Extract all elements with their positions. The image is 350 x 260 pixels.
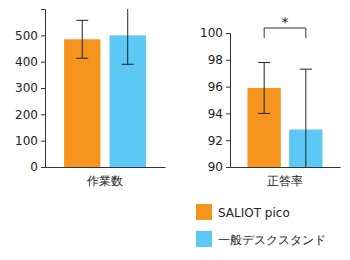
y-tick-label: 500 (15, 29, 38, 43)
y-tick: 200 (15, 108, 45, 122)
y-tick-mark (226, 87, 230, 88)
y-tick-label: 90 (208, 160, 223, 174)
y-tick: 98 (208, 53, 230, 67)
y-tick-mark (41, 114, 45, 115)
y-tick-label: 100 (15, 134, 38, 148)
y-tick-label: 98 (208, 53, 223, 67)
y-axis-line (41, 10, 46, 168)
y-tick-mark (226, 167, 230, 168)
y-tick-label: 300 (15, 81, 38, 95)
chart-0: 0 100 200 300 400 500 作業数 (15, 6, 165, 188)
y-tick-mark (226, 140, 230, 141)
chart-1: 90 92 94 96 98 100 正答率 * (200, 14, 340, 190)
error-bar-cap (76, 20, 88, 21)
plot-area (248, 62, 323, 167)
y-axis: 0 100 200 300 400 500 (15, 10, 45, 175)
error-bar-cap (258, 62, 270, 63)
plot-area (64, 9, 146, 167)
chart-canvas: 0 100 200 300 400 500 作業数 90 92 94 96 98 100 正答率 * SALI… (0, 0, 350, 260)
y-tick-mark (41, 88, 45, 89)
y-tick-label: 94 (208, 107, 223, 121)
y-tick: 94 (208, 107, 230, 121)
y-tick-label: 200 (15, 108, 38, 122)
y-tick: 0 (30, 160, 45, 174)
error-bar (258, 62, 270, 113)
y-tick-label: 92 (208, 134, 223, 148)
y-tick: 90 (208, 160, 230, 174)
y-tick-label: 400 (15, 55, 38, 69)
y-tick: 400 (15, 55, 45, 69)
significance-label: * (282, 14, 289, 30)
error-bar-line (264, 62, 265, 113)
error-bar (300, 69, 312, 167)
error-bar-cap (122, 64, 134, 65)
y-tick-mark (41, 167, 45, 168)
x-axis (46, 167, 166, 169)
y-tick: 300 (15, 81, 45, 95)
error-bar (76, 20, 88, 58)
y-axis: 90 92 94 96 98 100 (200, 26, 230, 174)
y-tick: 100 (200, 26, 230, 40)
x-axis-line (46, 167, 166, 168)
y-tick-mark (41, 35, 45, 36)
y-tick: 96 (208, 80, 230, 94)
error-bar-line (305, 69, 306, 167)
legend-swatch (196, 204, 212, 220)
error-bar-line (82, 20, 83, 58)
y-tick-label: 0 (30, 160, 38, 174)
legend: SALIOT pico 一般デスクスタンド (196, 204, 326, 247)
y-tick: 100 (15, 134, 45, 148)
legend-label: SALIOT pico (218, 206, 290, 220)
y-tick-mark (226, 113, 230, 114)
y-tick-label: 100 (200, 26, 223, 40)
y-tick-label: 96 (208, 80, 223, 94)
y-tick-mark (41, 62, 45, 63)
y-axis-line (226, 34, 231, 168)
error-bar-cap (76, 58, 88, 59)
error-bar-cap (300, 69, 312, 70)
error-bar-line (127, 9, 128, 64)
x-axis (231, 167, 341, 169)
bar (64, 39, 100, 167)
x-axis-label: 作業数 (86, 174, 123, 188)
y-tick-mark (226, 60, 230, 61)
x-axis-line (231, 167, 341, 168)
error-bar-cap (258, 113, 270, 114)
error-bar (122, 9, 134, 64)
y-tick: 500 (15, 29, 45, 43)
legend-swatch (196, 231, 212, 247)
legend-label: 一般デスクスタンド (218, 233, 326, 247)
x-axis-label: 正答率 (267, 174, 303, 188)
y-tick-mark (41, 141, 45, 142)
y-tick-mark (226, 33, 230, 34)
y-tick: 92 (208, 134, 230, 148)
